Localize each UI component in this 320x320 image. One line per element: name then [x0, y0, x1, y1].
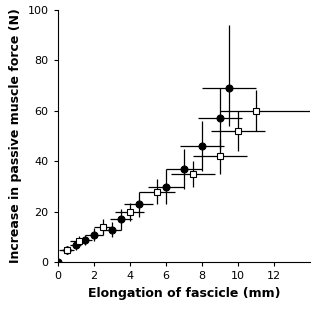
- Y-axis label: Increase in passive muscle force (N): Increase in passive muscle force (N): [9, 9, 22, 263]
- Text: 1-: 1-: [0, 319, 1, 320]
- X-axis label: Elongation of fascicle (mm): Elongation of fascicle (mm): [88, 287, 280, 300]
